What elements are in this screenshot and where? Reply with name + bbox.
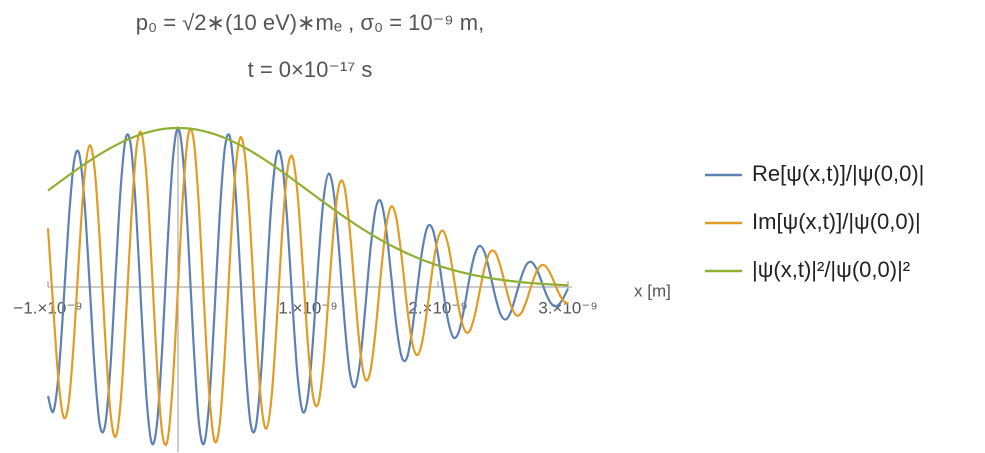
x-tick-label: −1.×10⁻⁹	[13, 298, 82, 317]
series-line	[46, 126, 569, 446]
legend-label: |ψ(x,t)|²/|ψ(0,0)|²	[752, 257, 910, 282]
series-line	[46, 127, 569, 447]
x-tick-label: 3.×10⁻⁹	[538, 298, 597, 317]
legend-label: Im[ψ(x,t)]/|ψ(0,0)|	[752, 209, 921, 234]
chart-title: p₀ = √2∗(10 eV)∗mₑ , σ₀ = 10⁻⁹ m,	[136, 10, 484, 35]
series-line	[47, 126, 569, 287]
x-tick-label: 2.×10⁻⁹	[408, 298, 467, 317]
legend-label: Re[ψ(x,t)]/|ψ(0,0)|	[752, 161, 924, 186]
chart-subtitle: t = 0×10⁻¹⁷ s	[248, 57, 373, 82]
x-axis-label: x [m]	[634, 281, 671, 300]
